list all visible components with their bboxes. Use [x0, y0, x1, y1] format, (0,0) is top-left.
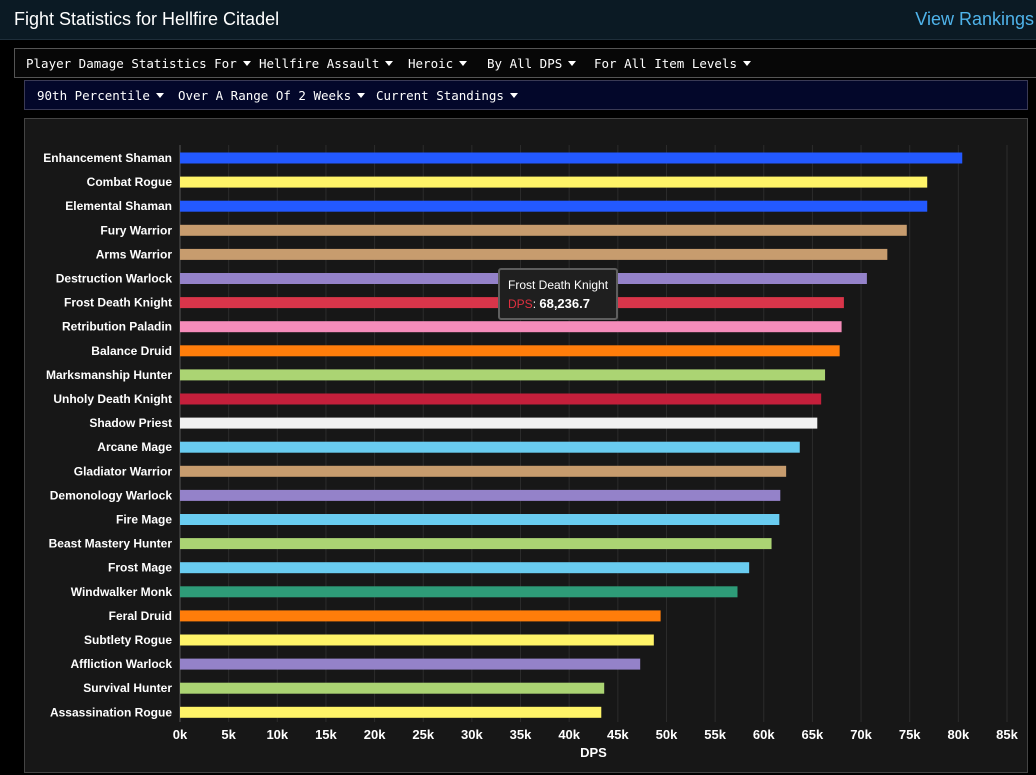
caret-down-icon: [568, 61, 577, 66]
category-label: Combat Rogue: [87, 175, 173, 189]
view-rankings-link[interactable]: View Rankings: [915, 9, 1034, 29]
item-level-dropdown[interactable]: For All Item Levels: [594, 56, 751, 71]
bar[interactable]: [180, 634, 654, 646]
caret-down-icon: [357, 93, 366, 98]
x-tick-label: 35k: [510, 727, 532, 742]
encounter-dropdown[interactable]: Hellfire Assault: [259, 56, 394, 71]
caret-down-icon: [509, 93, 518, 98]
bar[interactable]: [180, 658, 641, 670]
x-tick-label: 75k: [899, 727, 921, 742]
category-label: Arcane Mage: [97, 440, 172, 454]
bar[interactable]: [180, 562, 750, 574]
category-label: Elemental Shaman: [65, 199, 172, 213]
bar[interactable]: [180, 417, 818, 429]
tooltip-metric-value: 68,236.7: [539, 296, 590, 311]
bar[interactable]: [180, 538, 772, 550]
page-header: Fight Statistics for Hellfire Citadel Vi…: [0, 0, 1036, 40]
caret-down-icon: [242, 61, 251, 66]
category-label: Enhancement Shaman: [43, 151, 172, 165]
bar[interactable]: [180, 200, 928, 212]
x-tick-label: 5k: [221, 727, 236, 742]
page-title: Fight Statistics for Hellfire Citadel: [14, 9, 280, 29]
encounter-label: Hellfire Assault: [259, 56, 380, 71]
filter-bar-primary: Player Damage Statistics For Hellfire As…: [14, 48, 1036, 78]
x-tick-label: 50k: [656, 727, 678, 742]
bar[interactable]: [180, 152, 963, 164]
category-label: Fire Mage: [116, 513, 172, 527]
percentile-label: 90th Percentile: [37, 88, 150, 103]
category-label: Frost Mage: [108, 561, 172, 575]
filter-bar-secondary: 90th Percentile Over A Range Of 2 Weeks …: [24, 80, 1028, 110]
category-label: Balance Druid: [91, 344, 172, 358]
bar[interactable]: [180, 610, 661, 622]
category-label: Assassination Rogue: [50, 705, 172, 719]
x-tick-label: 55k: [704, 727, 726, 742]
category-label: Windwalker Monk: [71, 585, 173, 599]
standings-label: Current Standings: [376, 88, 504, 103]
x-axis-title: DPS: [580, 745, 607, 760]
bar[interactable]: [180, 465, 787, 477]
category-label: Demonology Warlock: [50, 488, 173, 502]
category-label: Subtlety Rogue: [84, 633, 172, 647]
x-tick-label: 60k: [753, 727, 775, 742]
standings-dropdown[interactable]: Current Standings: [376, 88, 518, 103]
percentile-dropdown[interactable]: 90th Percentile: [37, 88, 164, 103]
tooltip-metric-label: DPS: [508, 297, 533, 311]
category-label: Fury Warrior: [100, 223, 172, 237]
bar[interactable]: [180, 586, 738, 598]
category-label: Affliction Warlock: [70, 657, 172, 671]
bar[interactable]: [180, 321, 842, 333]
difficulty-label: Heroic: [408, 56, 454, 71]
category-label: Gladiator Warrior: [74, 464, 173, 478]
category-label: Frost Death Knight: [64, 296, 172, 310]
bar-tooltip: Frost Death Knight DPS: 68,236.7: [498, 268, 619, 320]
x-tick-label: 15k: [315, 727, 337, 742]
bar[interactable]: [180, 706, 602, 718]
bar[interactable]: [180, 489, 781, 501]
bar[interactable]: [180, 514, 780, 525]
x-tick-label: 65k: [802, 727, 824, 742]
x-tick-label: 40k: [558, 727, 580, 742]
category-label: Arms Warrior: [96, 247, 173, 261]
caret-down-icon: [743, 61, 751, 66]
category-label: Marksmanship Hunter: [46, 368, 172, 382]
bar[interactable]: [180, 393, 822, 405]
time-range-dropdown[interactable]: Over A Range Of 2 Weeks: [178, 88, 366, 103]
caret-down-icon: [385, 61, 394, 66]
bar[interactable]: [180, 176, 928, 188]
category-label: Feral Druid: [109, 609, 172, 623]
bar[interactable]: [180, 682, 605, 694]
x-tick-label: 25k: [412, 727, 434, 742]
item-level-label: For All Item Levels: [594, 56, 737, 71]
tooltip-class-name: Frost Death Knight: [508, 278, 609, 292]
category-label: Unholy Death Knight: [53, 392, 172, 406]
difficulty-dropdown[interactable]: Heroic: [408, 56, 468, 71]
time-range-label: Over A Range Of 2 Weeks: [178, 88, 352, 103]
statistic-type-dropdown[interactable]: Player Damage Statistics For: [26, 56, 251, 71]
category-label: Beast Mastery Hunter: [49, 537, 173, 551]
x-tick-label: 80k: [948, 727, 970, 742]
bar[interactable]: [180, 224, 907, 236]
x-tick-label: 45k: [607, 727, 629, 742]
statistic-type-label: Player Damage Statistics For: [26, 56, 237, 71]
x-tick-label: 0k: [173, 727, 188, 742]
bar[interactable]: [180, 441, 800, 453]
x-tick-label: 85k: [996, 727, 1018, 742]
category-label: Retribution Paladin: [62, 320, 172, 334]
caret-down-icon: [155, 93, 164, 98]
bar[interactable]: [180, 248, 888, 260]
category-label: Destruction Warlock: [56, 272, 173, 286]
bar[interactable]: [180, 345, 840, 357]
category-label: Shadow Priest: [89, 416, 172, 430]
x-tick-label: 10k: [266, 727, 288, 742]
caret-down-icon: [459, 61, 468, 66]
x-tick-label: 30k: [461, 727, 483, 742]
bar[interactable]: [180, 369, 826, 381]
category-label: Survival Hunter: [83, 681, 172, 695]
role-dropdown[interactable]: By All DPS: [487, 56, 577, 71]
role-label: By All DPS: [487, 56, 563, 71]
x-tick-label: 20k: [364, 727, 386, 742]
x-tick-label: 70k: [850, 727, 872, 742]
